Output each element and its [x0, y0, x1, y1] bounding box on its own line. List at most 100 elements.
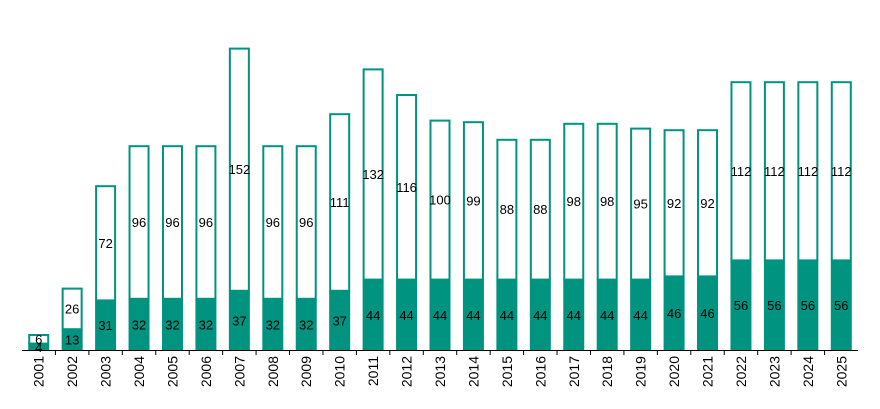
data-label-lower: 44: [399, 308, 413, 323]
data-label-lower: 44: [466, 308, 480, 323]
x-tick-label: 2017: [566, 356, 582, 387]
data-label-upper: 111: [330, 195, 350, 210]
bar-lower[interactable]: [228, 290, 250, 350]
data-label-upper: 98: [600, 194, 614, 209]
data-label-upper: 152: [229, 162, 251, 177]
data-label-upper: 92: [700, 196, 714, 211]
bar-lower[interactable]: [396, 279, 418, 350]
data-label-lower: 44: [633, 308, 647, 323]
data-label-upper: 6: [35, 332, 42, 347]
bar-lower[interactable]: [262, 298, 284, 350]
data-label-upper: 92: [667, 196, 681, 211]
data-label-upper: 88: [500, 202, 514, 217]
bar-lower[interactable]: [797, 260, 819, 350]
x-tick-label: 2006: [198, 356, 214, 387]
data-label-upper: 112: [764, 164, 785, 179]
data-label-lower: 46: [667, 306, 681, 321]
x-tick-label: 2018: [599, 356, 615, 387]
x-tick-label: 2024: [800, 356, 816, 387]
bar-lower[interactable]: [830, 260, 852, 350]
bar-lower[interactable]: [429, 279, 451, 350]
x-tick-label: 2011: [365, 356, 381, 386]
bar-lower[interactable]: [28, 343, 50, 350]
bar-lower[interactable]: [329, 290, 351, 350]
bar-lower[interactable]: [295, 298, 317, 350]
data-label-lower: 44: [500, 308, 514, 323]
bar-lower[interactable]: [630, 279, 652, 350]
data-label-lower: 46: [700, 306, 714, 321]
data-label-lower: 4: [35, 340, 42, 355]
x-tick-label: 2007: [231, 356, 247, 387]
data-label-upper: 98: [567, 194, 581, 209]
x-tick-label: 2004: [131, 356, 147, 387]
data-label-upper: 96: [199, 215, 213, 230]
bar-lower[interactable]: [596, 279, 618, 350]
data-label-upper: 96: [266, 215, 280, 230]
x-tick-label: 2010: [332, 356, 348, 387]
data-label-lower: 37: [232, 313, 246, 328]
data-label-upper: 99: [466, 193, 480, 208]
data-label-upper: 132: [362, 167, 384, 182]
bar-lower[interactable]: [362, 279, 384, 350]
x-tick-label: 2013: [432, 356, 448, 387]
x-tick-label: 2015: [499, 356, 515, 387]
data-label-upper: 88: [533, 202, 547, 217]
bar-lower[interactable]: [730, 260, 752, 350]
bar-lower[interactable]: [496, 279, 518, 350]
data-label-upper: 112: [831, 164, 852, 179]
x-tick-label: 2021: [700, 356, 716, 387]
data-label-lower: 44: [433, 308, 447, 323]
data-label-lower: 44: [366, 308, 380, 323]
data-label-upper: 116: [396, 180, 417, 195]
x-tick-label: 2005: [164, 356, 180, 387]
bar-lower[interactable]: [462, 279, 484, 350]
bar-lower[interactable]: [697, 276, 719, 350]
data-label-lower: 44: [600, 308, 614, 323]
data-label-lower: 32: [299, 317, 313, 332]
x-tick-label: 2009: [298, 356, 314, 387]
bar-lower[interactable]: [95, 300, 117, 350]
data-label-lower: 13: [65, 333, 79, 348]
data-label-upper: 72: [98, 236, 112, 251]
bar-lower[interactable]: [128, 298, 150, 350]
bar-lower[interactable]: [663, 276, 685, 350]
data-label-lower: 31: [98, 318, 112, 333]
data-label-upper: 96: [132, 215, 146, 230]
bar-lower[interactable]: [61, 329, 83, 350]
data-label-upper: 112: [731, 164, 752, 179]
bar-lower[interactable]: [563, 279, 585, 350]
bar-lower[interactable]: [161, 298, 183, 350]
data-label-lower: 44: [533, 308, 547, 323]
data-label-upper: 100: [429, 193, 451, 208]
x-tick-label: 2001: [31, 356, 47, 387]
bar-lower[interactable]: [529, 279, 551, 350]
data-label-lower: 44: [567, 308, 581, 323]
x-tick-label: 2025: [833, 356, 849, 387]
data-label-upper: 95: [633, 197, 647, 212]
data-label-lower: 32: [132, 317, 146, 332]
data-label-lower: 32: [266, 317, 280, 332]
bar-upper[interactable]: [462, 121, 484, 281]
data-label-lower: 56: [801, 298, 815, 313]
x-tick-label: 2023: [766, 356, 782, 387]
data-label-lower: 56: [767, 298, 781, 313]
data-label-upper: 96: [165, 215, 179, 230]
bar-lower[interactable]: [195, 298, 217, 350]
data-label-lower: 32: [165, 317, 179, 332]
x-tick-label: 2003: [98, 356, 114, 387]
x-tick-label: 2016: [532, 356, 548, 387]
x-tick-label: 2012: [399, 356, 415, 387]
x-tick-label: 2020: [666, 356, 682, 387]
x-tick-label: 2022: [733, 356, 749, 387]
x-tick-label: 2014: [465, 356, 481, 387]
data-label-upper: 26: [65, 301, 79, 316]
bar-lower[interactable]: [763, 260, 785, 350]
x-tick-label: 2002: [64, 356, 80, 387]
data-label-lower: 37: [332, 313, 346, 328]
x-tick-label: 2008: [265, 356, 281, 387]
x-tick-label: 2019: [633, 356, 649, 387]
data-label-upper: 112: [797, 164, 818, 179]
data-label-lower: 56: [734, 298, 748, 313]
